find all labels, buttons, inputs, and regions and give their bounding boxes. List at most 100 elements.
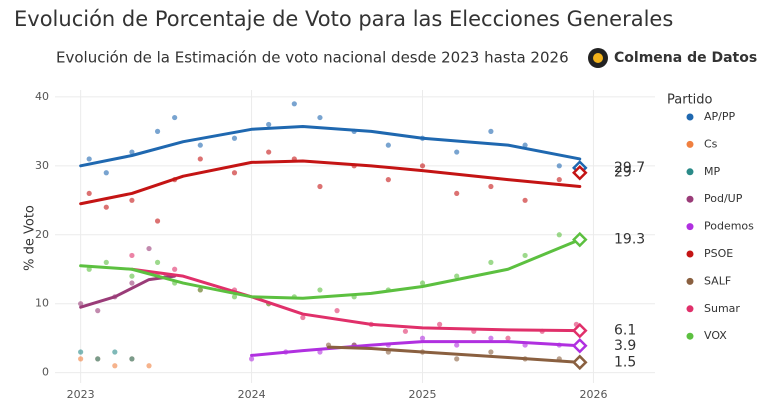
data-point (454, 342, 460, 348)
data-point (454, 273, 460, 279)
data-point (129, 280, 135, 286)
legend-label: MP (704, 165, 720, 178)
end-label: 29 (614, 165, 632, 181)
chart-subtitle: Evolución de la Estimación de voto nacio… (56, 49, 569, 67)
end-label: 3.9 (614, 338, 636, 354)
data-point (266, 149, 272, 155)
y-tick-label: 10 (35, 297, 49, 310)
data-point (419, 335, 426, 341)
trend-line (79, 159, 582, 206)
data-point (154, 128, 161, 134)
data-point (129, 149, 135, 155)
data-point (172, 114, 178, 121)
y-tick-label: 0 (42, 366, 49, 379)
x-tick-label: 2026 (579, 388, 607, 401)
data-point (129, 197, 135, 203)
data-point (231, 170, 238, 176)
data-point (419, 280, 426, 286)
x-tick-label: 2023 (67, 388, 95, 401)
x-tick-label: 2024 (238, 388, 266, 401)
data-point (146, 245, 152, 252)
legend-marker (686, 305, 694, 313)
data-point (334, 308, 340, 314)
data-point (266, 121, 272, 128)
legend-marker (686, 140, 694, 148)
end-marker (572, 164, 588, 181)
legend-label: AP/PP (704, 110, 735, 123)
legend-marker (686, 113, 694, 121)
data-point (197, 142, 203, 148)
data-point (522, 252, 528, 259)
data-point (197, 287, 203, 293)
data-point (317, 114, 323, 121)
legend-marker (686, 195, 694, 203)
end-label: 19.3 (614, 232, 645, 248)
end-label: 29.7 (614, 160, 645, 176)
legend-marker (686, 223, 694, 231)
data-point (317, 183, 323, 190)
data-point (488, 259, 494, 265)
y-axis-label: % de Voto (23, 205, 38, 271)
data-point (78, 301, 84, 307)
data-point (103, 204, 109, 210)
legend-label: SALF (704, 274, 731, 287)
data-point (86, 156, 92, 162)
end-label: 1.5 (614, 354, 636, 370)
data-point (556, 163, 562, 169)
legend-label: Sumar (704, 302, 740, 315)
data-point (154, 259, 161, 265)
data-point (522, 197, 528, 203)
data-point (385, 142, 391, 148)
data-point (488, 335, 494, 341)
end-marker (572, 322, 588, 339)
data-point (488, 128, 494, 134)
data-point (78, 349, 84, 355)
legend-label: Pod/UP (704, 192, 743, 205)
legend-marker (686, 332, 694, 340)
chart-title: Evolución de Porcentaje de Voto para las… (14, 7, 673, 31)
end-marker (572, 338, 588, 354)
legend-label: PSOE (704, 247, 733, 260)
data-point (488, 183, 494, 190)
data-point (556, 232, 562, 238)
data-point (197, 156, 203, 162)
data-point (454, 190, 460, 197)
logo-icon-center (593, 53, 603, 63)
data-point (385, 177, 391, 183)
data-point (488, 349, 494, 355)
legend-marker (686, 250, 694, 258)
data-point (112, 349, 118, 355)
data-point (231, 294, 238, 300)
data-point (291, 101, 297, 107)
data-point (129, 273, 135, 279)
y-tick-label: 30 (35, 159, 49, 172)
legend-label: Podemos (704, 220, 754, 233)
legend-title: Partido (667, 93, 713, 108)
data-point (300, 314, 306, 321)
data-point (103, 259, 109, 265)
trend-line (130, 267, 582, 333)
data-point (556, 177, 562, 183)
trend-line (79, 238, 582, 300)
y-tick-label: 20 (35, 228, 49, 241)
data-point (317, 287, 323, 293)
data-point (437, 321, 443, 327)
data-point (231, 135, 238, 141)
data-point (95, 356, 101, 362)
data-point (154, 218, 161, 224)
data-point (103, 170, 109, 176)
source-logo: Colmena de Datos (614, 50, 757, 66)
end-label: 6.1 (614, 323, 636, 339)
y-tick-label: 40 (35, 90, 49, 103)
data-point (419, 163, 426, 169)
legend-label: Cs (704, 137, 718, 150)
data-point (129, 252, 135, 259)
data-point (129, 356, 135, 362)
data-point (522, 142, 528, 148)
data-point (248, 356, 255, 362)
end-marker (572, 231, 588, 248)
data-point (172, 266, 178, 272)
data-point (454, 149, 460, 155)
x-tick-label: 2025 (409, 388, 437, 401)
